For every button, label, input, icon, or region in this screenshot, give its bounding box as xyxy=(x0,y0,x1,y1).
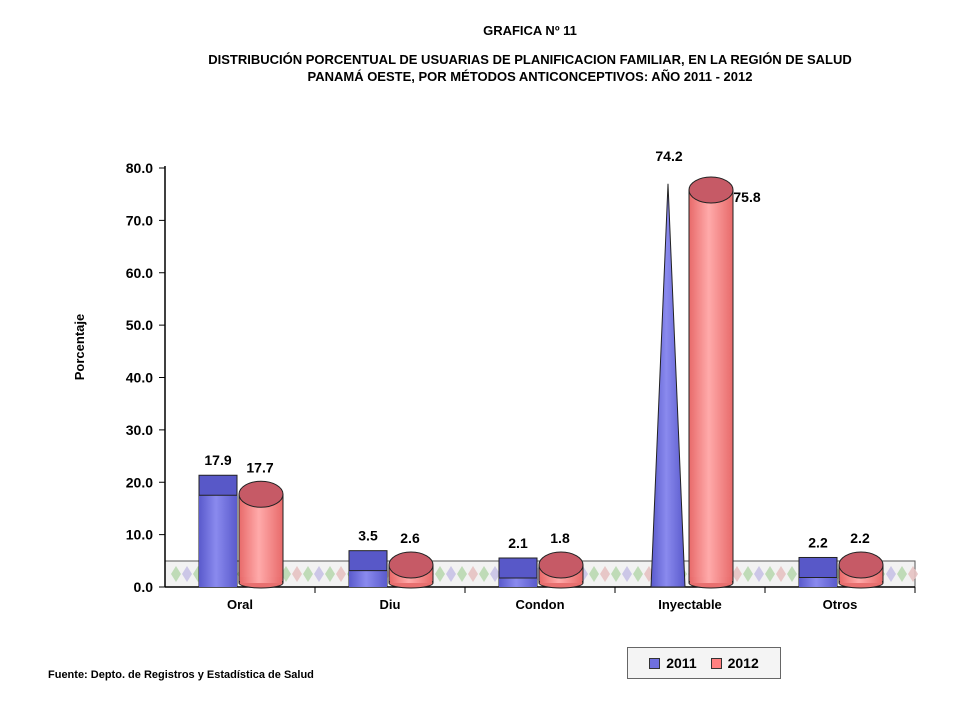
floor-diamond xyxy=(897,566,907,582)
bar-2012-otros-top xyxy=(838,551,884,579)
floor-diamond xyxy=(732,566,742,582)
floor-diamond xyxy=(611,566,621,582)
y-tick-label: 80.0 xyxy=(126,160,153,176)
floor-diamond xyxy=(490,566,500,582)
data-label-2011-oral: 17.9 xyxy=(204,452,231,468)
bar-2011-inyectable xyxy=(650,183,686,588)
bar-2011-condon-front xyxy=(499,578,537,587)
legend-item-2012: 2012 xyxy=(710,655,759,671)
data-label-2011-inyectable: 74.2 xyxy=(655,148,682,164)
data-label-2012-inyectable: 75.8 xyxy=(733,189,760,205)
bar-2012-oral-base-fill xyxy=(240,577,282,583)
floor-diamond xyxy=(435,566,445,582)
y-tick-label: 30.0 xyxy=(126,422,153,438)
x-tick-label-oral: Oral xyxy=(227,597,253,612)
y-axis-label: Porcentaje xyxy=(72,314,87,380)
floor-diamond xyxy=(622,566,632,582)
data-label-2011-otros: 2.2 xyxy=(808,534,828,550)
y-tick-label: 40.0 xyxy=(126,370,153,386)
legend-swatch-2011 xyxy=(649,657,661,669)
bar-2012-otros-base-fill xyxy=(840,577,882,583)
data-label-2011-diu: 3.5 xyxy=(358,528,378,544)
floor-diamond xyxy=(886,566,896,582)
chart-subtitle-line-2: PANAMÁ OESTE, POR MÉTODOS ANTICONCEPTIVO… xyxy=(307,69,753,84)
bar-2012-inyectable-top xyxy=(688,176,734,204)
floor-diamond xyxy=(754,566,764,582)
floor-diamond xyxy=(182,566,192,582)
floor-diamond xyxy=(446,566,456,582)
data-label-2012-otros: 2.2 xyxy=(850,530,870,546)
bar-2011-diu-front xyxy=(349,570,387,587)
x-tick-label-otros: Otros xyxy=(823,597,858,612)
floor-diamond xyxy=(479,566,489,582)
floor-diamond xyxy=(457,566,467,582)
floor-diamond xyxy=(314,566,324,582)
y-tick-label: 10.0 xyxy=(126,527,153,543)
bar-2012-oral-top xyxy=(238,480,284,508)
floor-diamond xyxy=(468,566,478,582)
chart-title: GRAFICA Nº 11 xyxy=(483,23,577,38)
floor-diamond xyxy=(292,566,302,582)
data-label-2012-oral: 17.7 xyxy=(246,459,273,475)
bar-2011-oral-front xyxy=(199,495,237,587)
y-tick-label: 60.0 xyxy=(126,265,153,281)
bar-2012-diu-base-fill xyxy=(390,577,432,583)
floor-diamond xyxy=(589,566,599,582)
floor-diamond xyxy=(633,566,643,582)
floor-diamond xyxy=(171,566,181,582)
floor-diamond xyxy=(325,566,335,582)
floor-diamond xyxy=(765,566,775,582)
x-tick-label-condon: Condon xyxy=(515,597,564,612)
legend: 2011 2012 xyxy=(627,647,781,679)
data-label-2012-diu: 2.6 xyxy=(400,530,420,546)
chart-subtitle-line-1: DISTRIBUCIÓN PORCENTUAL DE USUARIAS DE P… xyxy=(208,52,852,67)
bar-2012-condon-base-fill xyxy=(540,577,582,583)
legend-label-2011: 2011 xyxy=(666,655,697,671)
y-tick-label: 20.0 xyxy=(126,474,153,490)
data-label-2012-condon: 1.8 xyxy=(550,530,570,546)
source-note: Fuente: Depto. de Registros y Estadístic… xyxy=(48,669,314,681)
data-label-2011-condon: 2.1 xyxy=(508,535,528,551)
legend-swatch-2012 xyxy=(710,657,722,669)
floor-diamond xyxy=(776,566,786,582)
bar-2012-inyectable xyxy=(688,189,734,584)
legend-item-2011: 2011 xyxy=(649,655,697,671)
bar-2012-inyectable-base-fill xyxy=(690,577,732,583)
bar-2012-condon-top xyxy=(538,551,584,579)
y-tick-label: 0.0 xyxy=(134,579,154,595)
legend-label-2012: 2012 xyxy=(727,655,759,671)
floor-diamond xyxy=(600,566,610,582)
bar-2011-otros-front xyxy=(799,577,837,587)
x-tick-label-diu: Diu xyxy=(380,597,401,612)
bar-2012-diu-top xyxy=(388,551,434,579)
x-tick-label-inyectable: Inyectable xyxy=(658,597,722,612)
floor-diamond xyxy=(908,566,918,582)
y-tick-label: 50.0 xyxy=(126,317,153,333)
floor-diamond xyxy=(743,566,753,582)
y-tick-label: 70.0 xyxy=(126,212,153,228)
floor-diamond xyxy=(787,566,797,582)
floor-diamond xyxy=(303,566,313,582)
floor-diamond xyxy=(336,566,346,582)
